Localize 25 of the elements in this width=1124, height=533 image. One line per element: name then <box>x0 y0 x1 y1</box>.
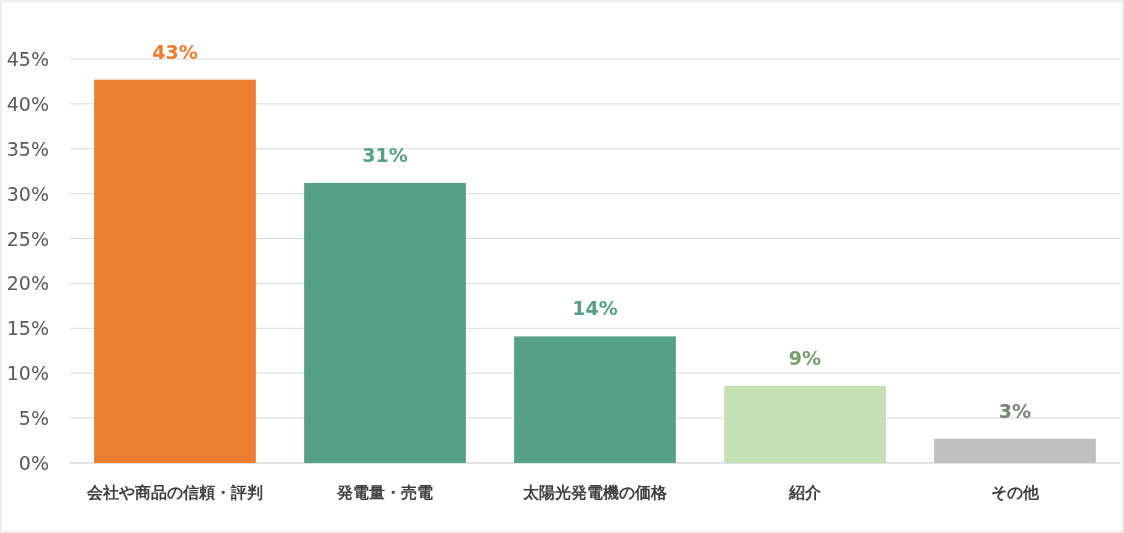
data-label: 43% <box>152 40 198 63</box>
y-tick-label: 10% <box>6 362 49 385</box>
x-tick-label: 紹介 <box>788 483 822 502</box>
data-label: 31% <box>362 143 408 166</box>
bar <box>304 182 466 463</box>
bar <box>514 336 676 463</box>
y-tick-label: 15% <box>6 317 49 340</box>
bar <box>94 79 256 463</box>
y-tick-label: 40% <box>6 92 49 115</box>
y-tick-label: 20% <box>6 272 49 295</box>
y-tick-label: 45% <box>6 48 49 70</box>
y-tick-label: 25% <box>6 227 49 250</box>
bar <box>934 438 1096 463</box>
x-tick-label: 会社や商品の信頼・評判 <box>86 483 263 502</box>
data-label: 3% <box>998 399 1032 422</box>
x-tick-label: 太陽光発電機の価格 <box>522 483 668 502</box>
x-tick-label: その他 <box>991 483 1040 502</box>
y-tick-label: 30% <box>6 182 49 205</box>
bar <box>724 385 886 463</box>
y-tick-label: 35% <box>6 137 49 160</box>
data-label: 9% <box>788 346 822 369</box>
y-tick-label: 0% <box>18 452 49 474</box>
y-tick-label: 5% <box>18 407 49 430</box>
data-label: 14% <box>572 297 618 320</box>
x-tick-label: 発電量・売電 <box>336 483 433 502</box>
